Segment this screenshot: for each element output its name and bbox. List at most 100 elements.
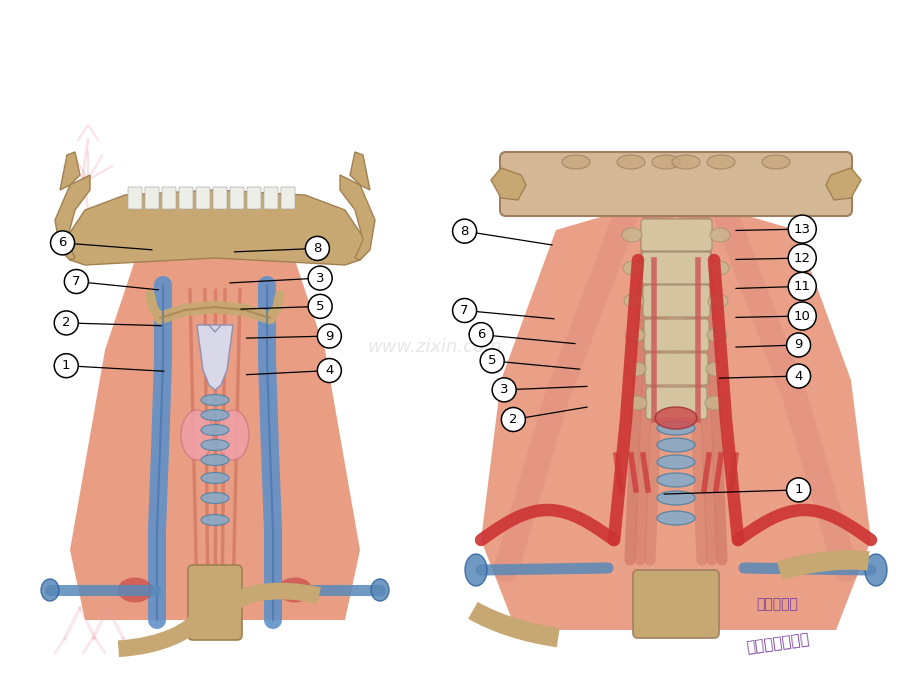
Circle shape (788, 215, 815, 243)
Circle shape (64, 270, 88, 293)
Circle shape (51, 231, 74, 255)
Polygon shape (60, 152, 80, 190)
Text: 6: 6 (476, 328, 485, 341)
Circle shape (492, 378, 516, 402)
Text: 9: 9 (324, 330, 334, 342)
Ellipse shape (656, 455, 694, 469)
FancyBboxPatch shape (162, 187, 176, 209)
Circle shape (308, 295, 332, 318)
Ellipse shape (761, 155, 789, 169)
FancyBboxPatch shape (645, 387, 706, 419)
FancyBboxPatch shape (641, 252, 710, 284)
Circle shape (305, 237, 329, 260)
Ellipse shape (623, 294, 643, 308)
Text: 5: 5 (315, 300, 324, 313)
FancyBboxPatch shape (246, 187, 261, 209)
Ellipse shape (200, 493, 229, 504)
Ellipse shape (200, 440, 229, 451)
Ellipse shape (708, 294, 727, 308)
Polygon shape (340, 175, 375, 260)
Ellipse shape (200, 409, 229, 420)
FancyBboxPatch shape (643, 319, 709, 351)
Circle shape (480, 349, 504, 373)
Polygon shape (481, 195, 870, 630)
Ellipse shape (864, 554, 886, 586)
Circle shape (317, 359, 341, 382)
Ellipse shape (562, 155, 589, 169)
Circle shape (786, 333, 810, 357)
Polygon shape (70, 190, 359, 620)
Ellipse shape (118, 578, 153, 602)
Circle shape (788, 244, 815, 272)
Ellipse shape (370, 579, 389, 601)
Ellipse shape (656, 511, 694, 525)
FancyBboxPatch shape (641, 219, 711, 251)
Ellipse shape (652, 155, 679, 169)
FancyBboxPatch shape (128, 187, 142, 209)
Text: 8: 8 (460, 225, 469, 237)
Text: 2: 2 (62, 317, 71, 329)
Ellipse shape (617, 155, 644, 169)
Ellipse shape (464, 554, 486, 586)
Ellipse shape (704, 396, 724, 410)
Ellipse shape (624, 328, 644, 342)
FancyBboxPatch shape (642, 285, 709, 317)
Text: 8: 8 (312, 242, 322, 255)
Circle shape (452, 219, 476, 243)
Text: 1: 1 (793, 484, 802, 496)
FancyBboxPatch shape (145, 187, 159, 209)
Ellipse shape (625, 362, 645, 376)
Ellipse shape (41, 579, 59, 601)
Text: 9: 9 (793, 339, 802, 351)
Ellipse shape (656, 473, 694, 487)
FancyBboxPatch shape (187, 565, 242, 640)
FancyBboxPatch shape (280, 187, 295, 209)
FancyBboxPatch shape (264, 187, 278, 209)
Ellipse shape (217, 410, 249, 460)
Ellipse shape (622, 261, 642, 275)
Polygon shape (491, 168, 526, 200)
Ellipse shape (656, 438, 694, 452)
Text: 7: 7 (72, 275, 81, 288)
Circle shape (54, 354, 78, 377)
Text: 4: 4 (324, 364, 334, 377)
Circle shape (317, 324, 341, 348)
Text: 3: 3 (315, 272, 324, 284)
Circle shape (788, 302, 815, 330)
Polygon shape (349, 152, 369, 190)
Ellipse shape (200, 424, 229, 435)
Ellipse shape (705, 362, 725, 376)
Polygon shape (65, 190, 365, 265)
Text: www.zixin.com: www.zixin.com (368, 338, 502, 356)
Polygon shape (197, 325, 233, 390)
Circle shape (54, 311, 78, 335)
Text: 5: 5 (487, 355, 496, 367)
Text: 7: 7 (460, 304, 469, 317)
Text: 3: 3 (499, 384, 508, 396)
Ellipse shape (654, 407, 697, 429)
Ellipse shape (706, 328, 726, 342)
Ellipse shape (181, 410, 213, 460)
FancyBboxPatch shape (213, 187, 227, 209)
Circle shape (452, 299, 476, 322)
Circle shape (308, 266, 332, 290)
Circle shape (786, 478, 810, 502)
Text: 13: 13 (793, 223, 810, 235)
FancyBboxPatch shape (644, 353, 708, 385)
Ellipse shape (656, 491, 694, 505)
Text: 11: 11 (793, 280, 810, 293)
Ellipse shape (709, 261, 728, 275)
FancyBboxPatch shape (196, 187, 210, 209)
Circle shape (788, 273, 815, 300)
Circle shape (501, 408, 525, 431)
Ellipse shape (200, 455, 229, 466)
Ellipse shape (627, 396, 646, 410)
FancyBboxPatch shape (179, 187, 193, 209)
Polygon shape (825, 168, 860, 200)
Text: 1: 1 (62, 359, 71, 372)
Ellipse shape (656, 421, 694, 435)
Ellipse shape (200, 395, 229, 406)
Ellipse shape (278, 578, 312, 602)
FancyBboxPatch shape (499, 152, 851, 216)
FancyBboxPatch shape (230, 187, 244, 209)
